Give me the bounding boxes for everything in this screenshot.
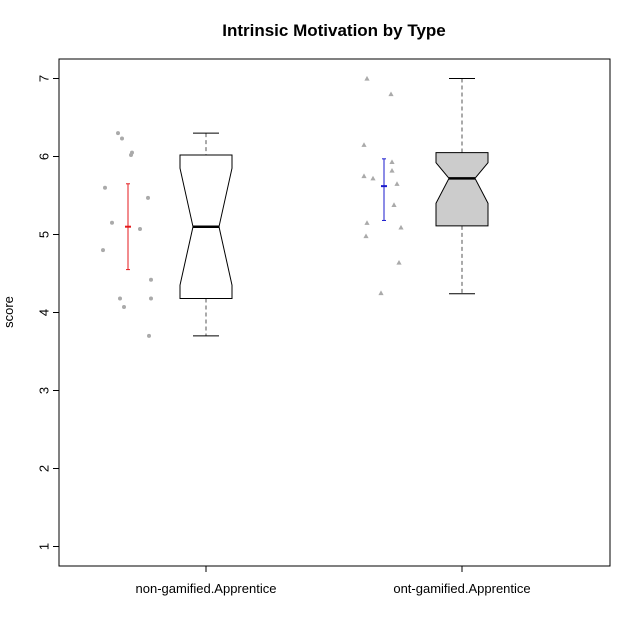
data-point xyxy=(389,159,395,165)
group-0 xyxy=(101,131,233,338)
y-tick-label: 2 xyxy=(36,465,51,472)
data-point xyxy=(378,290,384,296)
data-point xyxy=(363,233,369,239)
data-point xyxy=(116,131,120,136)
data-point xyxy=(103,185,107,190)
data-point xyxy=(138,227,142,232)
y-tick-label: 4 xyxy=(36,309,51,316)
data-point xyxy=(388,91,394,97)
data-point xyxy=(101,248,105,253)
group-1 xyxy=(361,75,489,296)
data-point xyxy=(398,224,404,230)
y-tick-label: 1 xyxy=(36,543,51,550)
y-tick-label: 6 xyxy=(36,153,51,160)
data-point xyxy=(364,75,370,81)
data-point xyxy=(361,173,367,179)
y-tick-label: 7 xyxy=(36,75,51,82)
data-point xyxy=(129,152,133,157)
data-point xyxy=(391,202,397,207)
x-tick-label: ont-gamified.Apprentice xyxy=(393,581,530,596)
x-tick-label: non-gamified.Apprentice xyxy=(136,581,277,596)
data-point xyxy=(120,136,124,141)
data-point xyxy=(147,333,151,338)
data-point xyxy=(110,220,114,225)
y-tick-label: 5 xyxy=(36,231,51,238)
data-point xyxy=(364,220,370,225)
notched-box xyxy=(435,152,489,227)
data-point xyxy=(146,195,150,200)
data-point xyxy=(370,175,376,181)
x-axis: non-gamified.Apprentice ont-gamified.Appr… xyxy=(136,566,531,596)
data-point xyxy=(396,259,402,265)
data-point xyxy=(149,277,153,282)
plot-frame xyxy=(58,58,611,567)
data-point xyxy=(389,167,395,173)
data-point xyxy=(394,181,400,186)
y-axis: 1 2 3 4 5 6 7 xyxy=(36,75,59,550)
y-axis-label: score xyxy=(1,296,16,328)
groups-layer xyxy=(101,75,489,338)
data-point xyxy=(149,296,153,301)
data-point xyxy=(122,305,126,310)
y-tick-label: 3 xyxy=(36,387,51,394)
data-point xyxy=(118,296,122,301)
data-point xyxy=(361,142,367,147)
chart-title: Intrinsic Motivation by Type xyxy=(222,21,446,40)
